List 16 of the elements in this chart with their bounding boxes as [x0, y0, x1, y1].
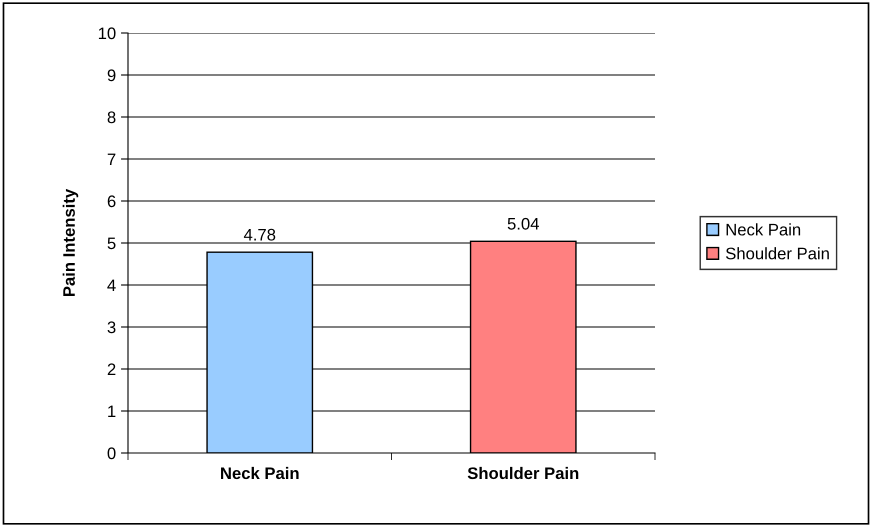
y-tick-label: 0: [108, 447, 116, 460]
data-label: 4.78: [244, 228, 276, 241]
data-label: 5.04: [508, 218, 539, 230]
y-tick-label: 4: [107, 280, 116, 292]
y-tick-label: 7: [108, 154, 116, 166]
y-tick-label: 9: [108, 69, 116, 82]
y-axis-title: Pain Intensity: [62, 188, 78, 296]
legend-label: Shoulder Pain: [726, 247, 829, 260]
y-tick-label: 10: [98, 27, 116, 40]
y-tick-label: 1: [108, 406, 116, 418]
y-tick-label: 6: [108, 195, 116, 208]
legend-label: Neck Pain: [726, 223, 800, 236]
y-tick-label: 8: [108, 111, 116, 124]
y-tick-label: 2: [108, 363, 116, 376]
y-tick-label: 5: [108, 238, 116, 250]
y-tick-label: 3: [108, 321, 116, 334]
